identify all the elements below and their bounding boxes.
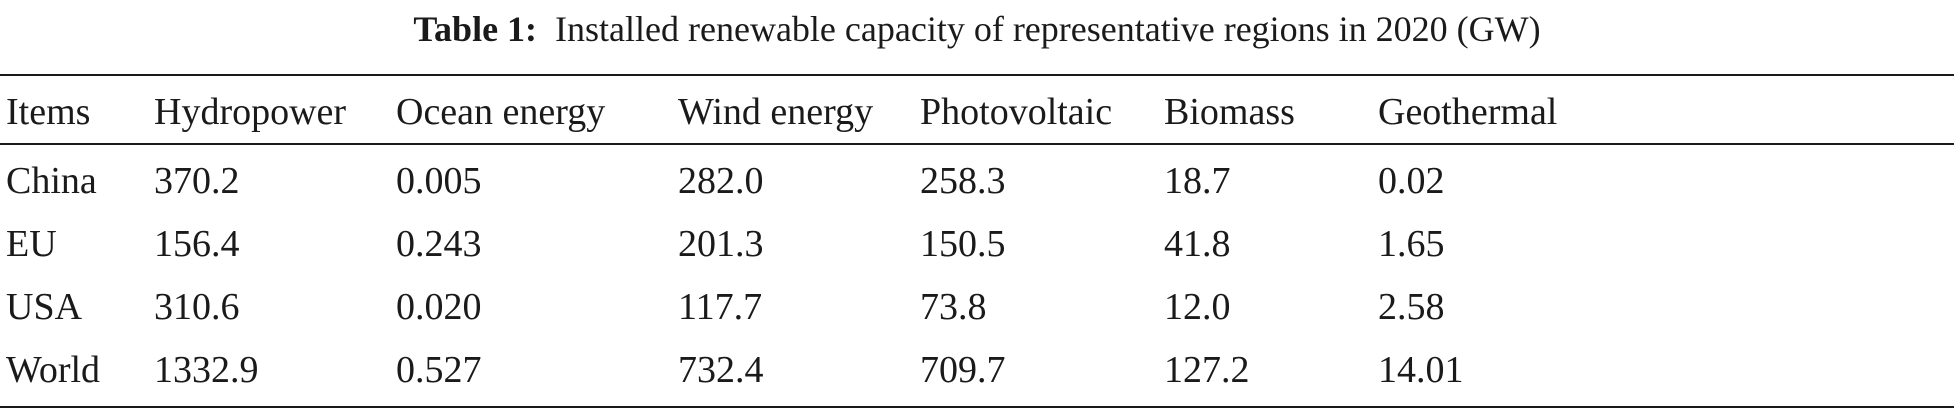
column-header-hydropower: Hydropower bbox=[148, 82, 390, 142]
table-cell: 0.005 bbox=[390, 142, 672, 213]
table-cell: 2.58 bbox=[1372, 276, 1954, 339]
row-label-cell: China bbox=[0, 142, 148, 213]
table-top-rule bbox=[0, 74, 1954, 76]
table-cell: 73.8 bbox=[914, 276, 1158, 339]
table-caption-label: Table 1: bbox=[413, 9, 537, 49]
table-cell: 150.5 bbox=[914, 213, 1158, 276]
table-cell: 12.0 bbox=[1158, 276, 1372, 339]
table-cell: 201.3 bbox=[672, 213, 914, 276]
column-header-items: Items bbox=[0, 82, 148, 142]
table-cell: 117.7 bbox=[672, 276, 914, 339]
table-cell: 310.6 bbox=[148, 276, 390, 339]
table-cell: 0.527 bbox=[390, 339, 672, 402]
table-row: China 370.2 0.005 282.0 258.3 18.7 0.02 bbox=[0, 142, 1954, 213]
row-label-cell: USA bbox=[0, 276, 148, 339]
table-cell: 370.2 bbox=[148, 142, 390, 213]
table-row: USA 310.6 0.020 117.7 73.8 12.0 2.58 bbox=[0, 276, 1954, 339]
column-header-wind-energy: Wind energy bbox=[672, 82, 914, 142]
table-cell: 732.4 bbox=[672, 339, 914, 402]
table-cell: 18.7 bbox=[1158, 142, 1372, 213]
table-cell: 156.4 bbox=[148, 213, 390, 276]
table-bottom-rule bbox=[0, 406, 1954, 408]
table-row: World 1332.9 0.527 732.4 709.7 127.2 14.… bbox=[0, 339, 1954, 402]
table-cell: 14.01 bbox=[1372, 339, 1954, 402]
table-cell: 282.0 bbox=[672, 142, 914, 213]
row-label-cell: EU bbox=[0, 213, 148, 276]
capacity-table: Items Hydropower Ocean energy Wind energ… bbox=[0, 82, 1954, 402]
table-caption: Table 1: Installed renewable capacity of… bbox=[0, 0, 1954, 72]
column-header-biomass: Biomass bbox=[1158, 82, 1372, 142]
table-cell: 0.02 bbox=[1372, 142, 1954, 213]
table-cell: 0.243 bbox=[390, 213, 672, 276]
table-cell: 709.7 bbox=[914, 339, 1158, 402]
table-cell: 1.65 bbox=[1372, 213, 1954, 276]
column-header-photovoltaic: Photovoltaic bbox=[914, 82, 1158, 142]
table-row: EU 156.4 0.243 201.3 150.5 41.8 1.65 bbox=[0, 213, 1954, 276]
table-header-row: Items Hydropower Ocean energy Wind energ… bbox=[0, 82, 1954, 142]
table-caption-text: Installed renewable capacity of represen… bbox=[555, 9, 1541, 49]
table-cell: 258.3 bbox=[914, 142, 1158, 213]
table-cell: 127.2 bbox=[1158, 339, 1372, 402]
table-cell: 0.020 bbox=[390, 276, 672, 339]
row-label-cell: World bbox=[0, 339, 148, 402]
column-header-ocean-energy: Ocean energy bbox=[390, 82, 672, 142]
table-cell: 41.8 bbox=[1158, 213, 1372, 276]
table-cell: 1332.9 bbox=[148, 339, 390, 402]
column-header-geothermal: Geothermal bbox=[1372, 82, 1954, 142]
